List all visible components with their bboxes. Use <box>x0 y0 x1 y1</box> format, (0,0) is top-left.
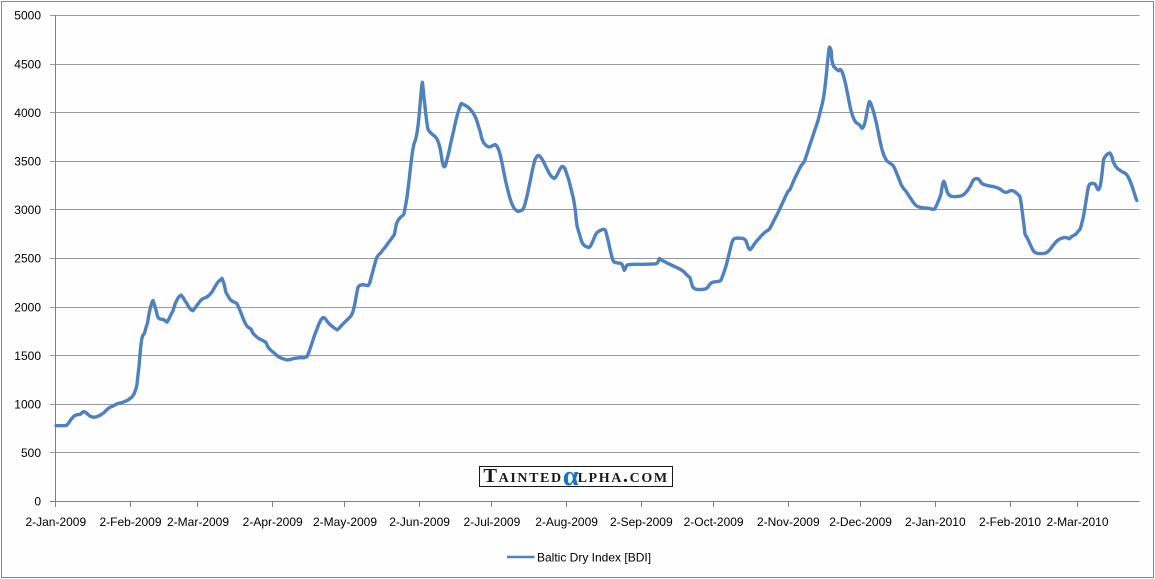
svg-text:2-May-2009: 2-May-2009 <box>313 515 377 529</box>
svg-text:2-Jun-2009: 2-Jun-2009 <box>389 515 450 529</box>
svg-text:2-Aug-2009: 2-Aug-2009 <box>535 515 598 529</box>
svg-text:2-Feb-2009: 2-Feb-2009 <box>99 515 161 529</box>
svg-text:2000: 2000 <box>14 300 41 314</box>
svg-text:3000: 3000 <box>14 203 41 217</box>
svg-text:2-Apr-2009: 2-Apr-2009 <box>243 515 303 529</box>
svg-text:0: 0 <box>34 495 41 509</box>
svg-text:2-Dec-2009: 2-Dec-2009 <box>829 515 892 529</box>
svg-text:2-Jul-2009: 2-Jul-2009 <box>464 515 521 529</box>
svg-text:2-Feb-2010: 2-Feb-2010 <box>979 515 1041 529</box>
svg-text:2500: 2500 <box>14 252 41 266</box>
svg-text:1500: 1500 <box>14 349 41 363</box>
svg-text:4500: 4500 <box>14 57 41 71</box>
svg-text:2-Oct-2009: 2-Oct-2009 <box>684 515 744 529</box>
svg-text:Baltic Dry Index [BDI]: Baltic Dry Index [BDI] <box>537 550 651 564</box>
svg-text:1000: 1000 <box>14 398 41 412</box>
svg-text:2-Jan-2009: 2-Jan-2009 <box>25 515 86 529</box>
svg-text:4000: 4000 <box>14 106 41 120</box>
svg-text:2-Mar-2010: 2-Mar-2010 <box>1046 515 1108 529</box>
svg-text:3500: 3500 <box>14 155 41 169</box>
svg-text:5000: 5000 <box>14 9 41 23</box>
svg-text:500: 500 <box>21 446 41 460</box>
svg-text:2-Jan-2010: 2-Jan-2010 <box>905 515 966 529</box>
svg-text:2-Mar-2009: 2-Mar-2009 <box>167 515 229 529</box>
svg-text:2-Sep-2009: 2-Sep-2009 <box>610 515 673 529</box>
svg-text:2-Nov-2009: 2-Nov-2009 <box>757 515 820 529</box>
